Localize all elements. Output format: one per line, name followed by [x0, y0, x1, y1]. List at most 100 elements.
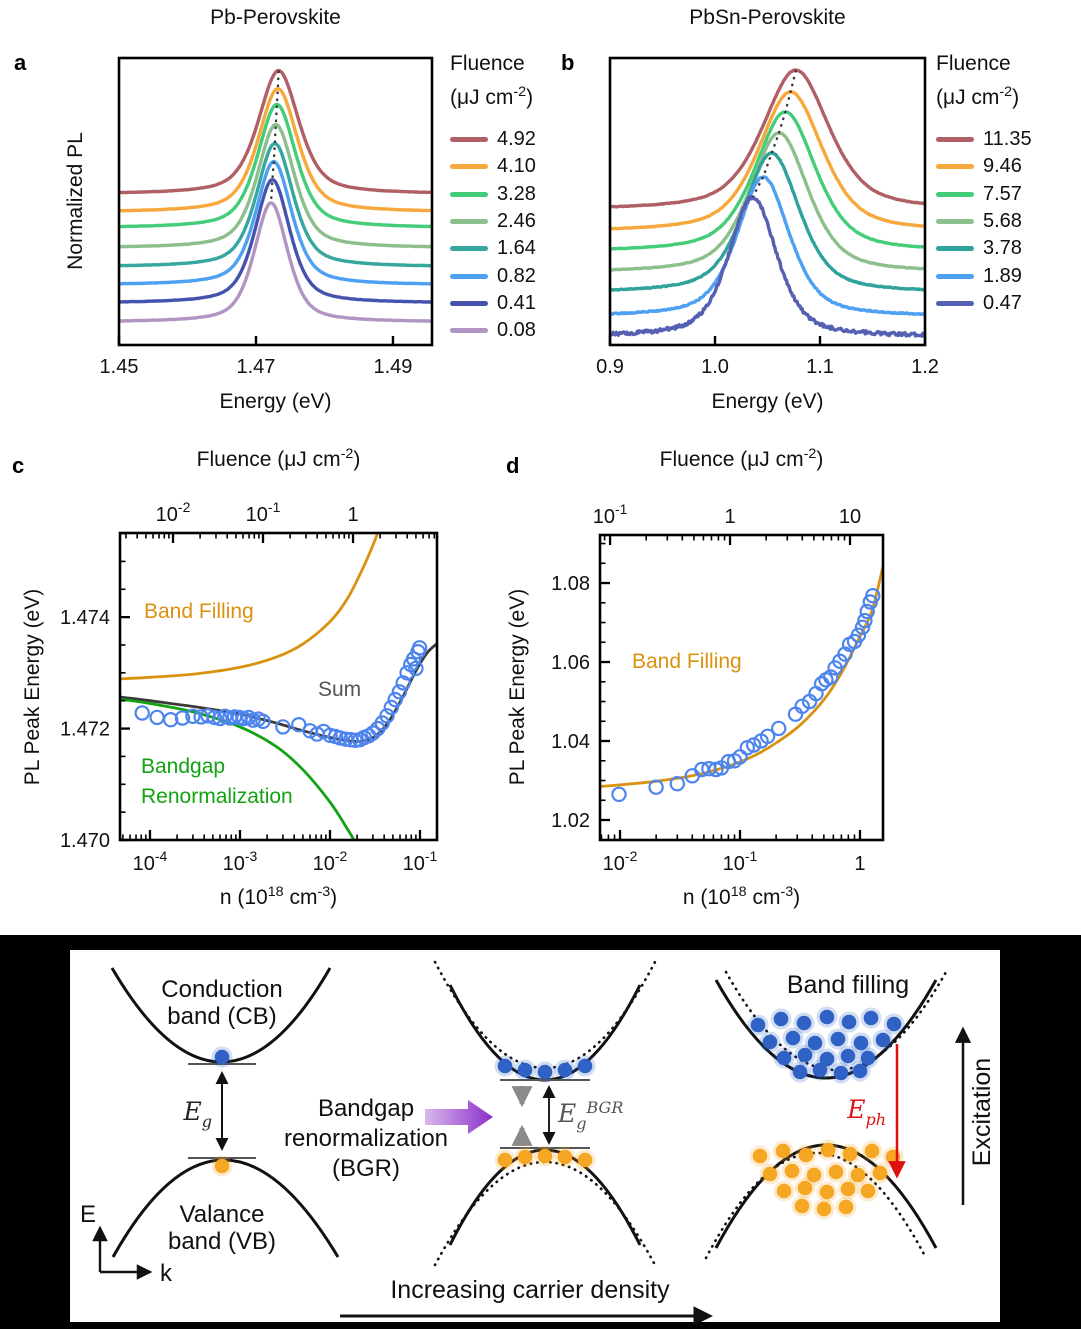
eg-bgr-symbol: EgBGR	[557, 1098, 623, 1133]
conduction-band-label2: band (CB)	[167, 1003, 276, 1030]
legend-swatch	[450, 164, 488, 170]
legend-item: 3.78	[936, 235, 1066, 262]
legend-unit-text: (μJ cm	[450, 86, 514, 109]
legend-item: 0.41	[450, 290, 580, 317]
legend-value: 3.28	[497, 182, 536, 205]
eph-main: E	[846, 1095, 865, 1124]
bgr-process-arrow	[425, 1100, 493, 1134]
energy-axis-label: E	[80, 1201, 96, 1228]
panel-c-top-axis-title: Fluence (μJ cm-2)	[120, 446, 437, 472]
conduction-band-label: Conduction	[161, 976, 282, 1003]
annotation-bgr-line1: Bandgap	[141, 755, 226, 778]
legend-swatch	[450, 137, 488, 143]
panel-b-canvas: 0.9 1.0 1.1 1.2	[596, 56, 939, 378]
svg-text:10-1: 10-1	[593, 501, 628, 528]
svg-text:10-1: 10-1	[403, 848, 438, 875]
eph-sub: ph	[865, 1110, 886, 1129]
diagram-right-band: Eph Band filling Excitation	[704, 970, 996, 1260]
svg-text:1.0: 1.0	[701, 356, 729, 378]
svg-text:1.472: 1.472	[60, 719, 110, 741]
panel-a-canvas: 1.45 1.47 1.49	[100, 56, 434, 378]
svg-text:10-1: 10-1	[723, 848, 758, 875]
band-structure-diagram: Conduction band (CB) Valance band (VB) E…	[0, 935, 1081, 1329]
panel-d-top-axis-title: Fluence (μJ cm-2)	[600, 446, 883, 472]
legend-title: Fluence	[450, 52, 525, 75]
panel-b-label: b	[561, 50, 575, 75]
svg-text:0.9: 0.9	[596, 356, 624, 378]
legend-value: 0.08	[497, 319, 536, 342]
panel-d-label: d	[506, 453, 520, 478]
legend-item: 4.10	[450, 153, 580, 180]
cb-dotted-curve	[724, 970, 948, 1072]
svg-text:1.04: 1.04	[551, 731, 590, 753]
svg-text:1.1: 1.1	[806, 356, 834, 378]
legend-title: Fluence	[936, 52, 1011, 75]
svg-text:10: 10	[839, 506, 861, 528]
legend-value: 4.92	[497, 128, 536, 151]
panel-a-plot: 1.45 1.47 1.49	[100, 56, 434, 378]
xlabel-text: n (10	[682, 886, 731, 909]
svg-text:10-2: 10-2	[313, 848, 348, 875]
legend-value: 11.35	[983, 128, 1032, 151]
diagram-left-band: Conduction band (CB) Valance band (VB) E…	[80, 967, 340, 1287]
xlabel-close: )	[330, 886, 338, 909]
eg-sup: BGR	[586, 1098, 624, 1117]
panel-c-ylabel: PL Peak Energy (eV)	[21, 588, 44, 786]
bgr-label-line3: (BGR)	[332, 1155, 400, 1182]
svg-text:1.47: 1.47	[237, 356, 276, 378]
svg-text:1.474: 1.474	[60, 607, 110, 629]
legend-item: 3.28	[450, 181, 580, 208]
panel-a-legend: Fluence (μJ cm-2) 4.92 4.10 3.28 2.46 1.64 0.…	[450, 50, 580, 344]
legend-item: 9.46	[936, 153, 1066, 180]
legend-item: 0.47	[936, 290, 1066, 317]
panel-a-title: Pb-Perovskite	[210, 6, 341, 29]
top-title-sup: -2	[340, 446, 354, 462]
panel-d-canvas: 10-2 10-1 1 10-1 1 10 1.02 1.04 1.06 1.08	[551, 501, 885, 875]
vb-dotted-curve	[704, 1151, 928, 1260]
hole-dot	[211, 1155, 233, 1177]
legend-swatch	[936, 300, 974, 306]
xlabel-sup1: 18	[730, 884, 747, 900]
svg-text:10-3: 10-3	[223, 848, 258, 875]
diagram-middle-band: EgBGR Bandgap renormalization (BGR)	[284, 960, 657, 1267]
legend-value: 5.68	[983, 210, 1022, 233]
xlabel-mid: cm	[746, 886, 781, 909]
svg-text:1.49: 1.49	[373, 356, 412, 378]
svg-text:10-4: 10-4	[133, 848, 168, 875]
legend-swatch	[936, 273, 974, 279]
legend-swatch	[450, 328, 488, 334]
svg-text:10-2: 10-2	[603, 848, 638, 875]
top-title-text: Fluence (μJ cm	[659, 448, 804, 471]
svg-text:1.02: 1.02	[551, 810, 590, 832]
legend-item: 5.68	[936, 208, 1066, 235]
svg-text:1.2: 1.2	[911, 356, 939, 378]
valence-band-label: Valance	[180, 1201, 265, 1228]
panel-b-title: PbSn-Perovskite	[689, 6, 846, 29]
bgr-label-line1: Bandgap	[318, 1095, 414, 1122]
xlabel-close: )	[793, 886, 801, 909]
annotation-bgr-line2: Renormalization	[141, 785, 293, 808]
legend-item: 1.89	[936, 262, 1066, 289]
legend-unit-sup: -2	[999, 84, 1013, 100]
legend-swatch	[450, 219, 488, 225]
xlabel-sup2: -3	[780, 884, 794, 900]
legend-swatch	[936, 137, 974, 143]
legend-value: 4.10	[497, 155, 536, 178]
legend-swatch	[936, 191, 974, 197]
k-axis-label: k	[160, 1260, 173, 1287]
legend-value: 1.89	[983, 264, 1022, 287]
xlabel-text: n (10	[219, 886, 268, 909]
bgr-label-line2: renormalization	[284, 1125, 448, 1152]
top-title-text: Fluence (μJ cm	[196, 448, 341, 471]
legend-item: 2.46	[450, 208, 580, 235]
eph-symbol: Eph	[846, 1095, 886, 1129]
panel-d-ylabel: PL Peak Energy (eV)	[506, 588, 529, 786]
panel-c-xlabel: n (1018 cm-3)	[120, 884, 437, 910]
panel-a-xlabel: Energy (eV)	[219, 390, 332, 413]
annotation-band-filling: Band Filling	[632, 650, 742, 673]
legend-value: 0.41	[497, 291, 536, 314]
legend-items: 11.35 9.46 7.57 5.68 3.78 1.89 0.47	[936, 126, 1066, 317]
annotation-band-filling: Band Filling	[144, 600, 254, 623]
legend-item: 0.08	[450, 317, 580, 344]
electron-dot	[211, 1046, 233, 1068]
